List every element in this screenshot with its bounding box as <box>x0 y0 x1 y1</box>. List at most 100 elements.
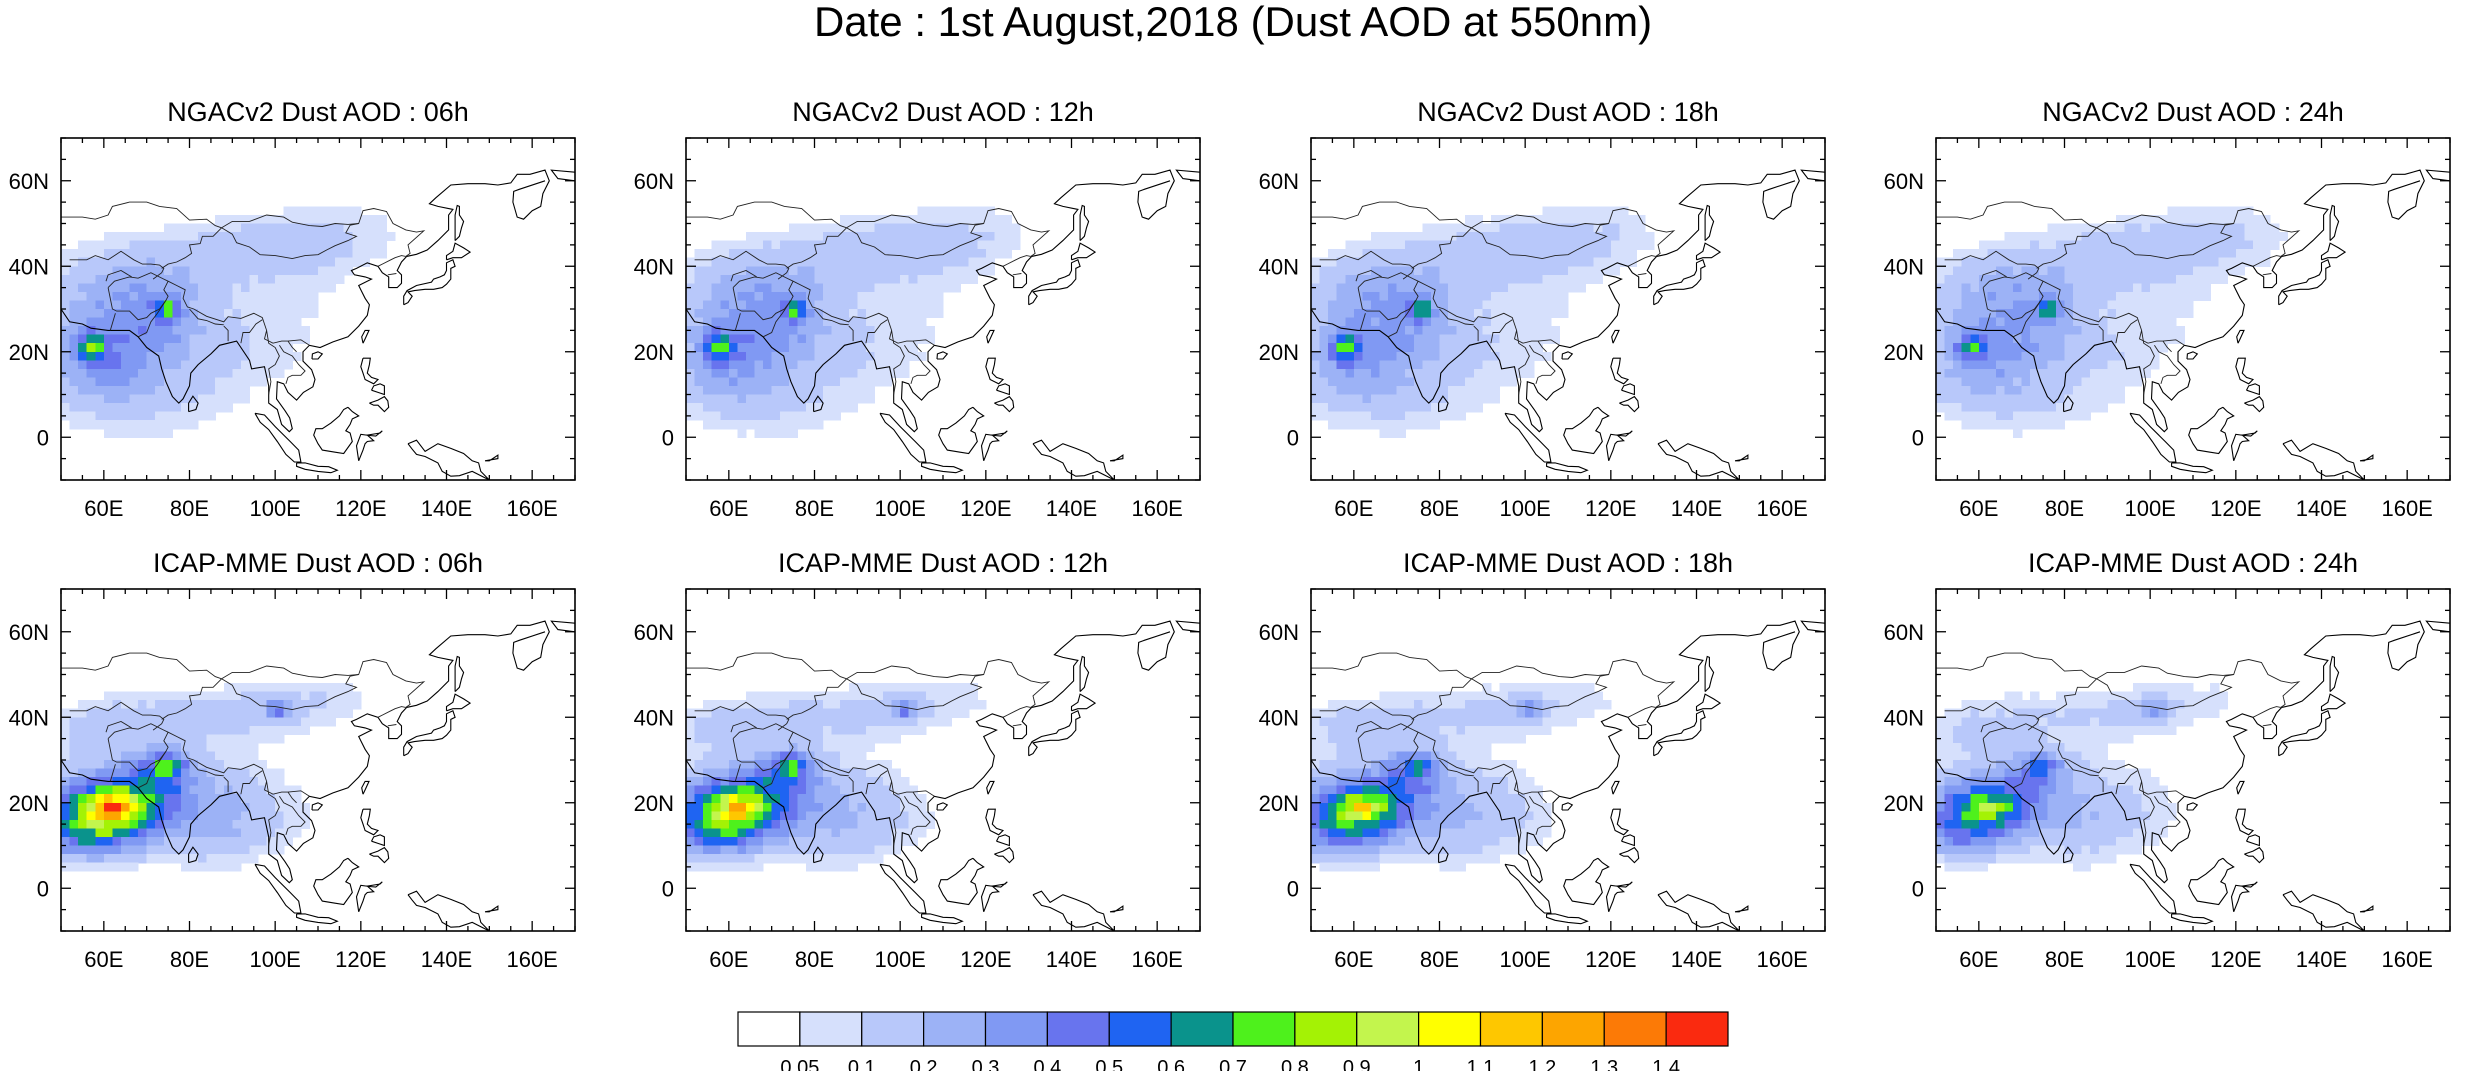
aod-cell <box>917 794 927 804</box>
aod-cell <box>1362 274 1372 284</box>
aod-cell <box>1559 683 1569 693</box>
aod-cell <box>874 802 884 812</box>
aod-cell <box>805 309 816 319</box>
aod-cell <box>223 717 233 727</box>
aod-cell <box>2235 206 2245 216</box>
aod-cell <box>1362 317 1372 327</box>
aod-cell <box>1413 691 1423 701</box>
aod-cell <box>69 836 79 847</box>
country-border <box>2262 273 2272 276</box>
aod-cell <box>1944 411 1954 421</box>
aod-cell <box>1499 291 1509 301</box>
aod-cell <box>155 317 165 327</box>
aod-cell <box>300 257 311 267</box>
aod-cell <box>2167 266 2177 276</box>
aod-cell <box>215 266 225 276</box>
aod-cell <box>763 274 773 284</box>
aod-cell <box>874 691 884 701</box>
aod-cell <box>2004 309 2014 319</box>
aod-cell <box>2141 240 2151 250</box>
aod-cell <box>258 828 268 838</box>
aod-cell <box>206 411 216 421</box>
aod-cell <box>728 828 738 838</box>
aod-cell <box>2030 266 2040 276</box>
aod-cell <box>2115 394 2126 404</box>
aod-cell <box>771 751 781 761</box>
aod-cell <box>1396 240 1406 250</box>
aod-cell <box>771 351 781 361</box>
aod-cell <box>2090 291 2100 301</box>
aod-cell <box>943 223 953 233</box>
aod-cell <box>129 725 139 735</box>
aod-cell <box>78 300 88 310</box>
aod-cell <box>318 266 328 276</box>
aod-cell <box>78 760 88 770</box>
aod-cell <box>694 411 704 421</box>
aod-cell <box>703 751 713 761</box>
aod-cell <box>1576 240 1586 250</box>
aod-cell <box>240 223 251 233</box>
aod-cell <box>2013 394 2023 404</box>
aod-cell <box>155 751 165 761</box>
aod-cell <box>1978 403 1988 413</box>
aod-cell <box>1405 394 1415 404</box>
aod-cell <box>2047 343 2057 353</box>
aod-cell <box>857 377 867 387</box>
aod-cell <box>138 326 148 336</box>
aod-cell <box>788 343 798 353</box>
aod-cell <box>2253 249 2263 259</box>
aod-cell <box>215 317 225 327</box>
aod-cell <box>883 794 893 804</box>
aod-cell <box>2013 420 2023 430</box>
aod-cell <box>840 725 850 735</box>
aod-cell <box>823 742 833 752</box>
aod-cell <box>1953 291 1963 301</box>
aod-cell <box>917 274 927 284</box>
aod-cell <box>2175 257 2186 267</box>
aod-cell <box>857 317 867 327</box>
aod-cell <box>1936 394 1946 404</box>
aod-cell <box>326 700 336 710</box>
aod-cell <box>266 836 276 847</box>
aod-cell <box>720 249 730 259</box>
aod-cell <box>1311 377 1321 387</box>
aod-cell <box>2167 283 2177 293</box>
aod-cell <box>172 742 182 752</box>
aod-cell <box>1336 266 1346 276</box>
aod-cell <box>771 249 781 259</box>
aod-cell <box>129 845 139 855</box>
aod-cell <box>206 283 216 293</box>
aod-cell <box>1550 717 1561 727</box>
aod-cell <box>1936 334 1946 344</box>
aod-cell <box>300 811 311 821</box>
aod-cell <box>1550 691 1561 701</box>
aod-cell <box>746 232 756 242</box>
aod-cell <box>2073 291 2083 301</box>
country-border <box>2098 325 2104 342</box>
aod-cell <box>69 777 79 787</box>
aod-cell <box>223 368 233 378</box>
aod-cell <box>198 845 208 855</box>
aod-cell <box>2098 291 2108 301</box>
aod-cell <box>2124 291 2134 301</box>
aod-cell <box>78 291 88 301</box>
aod-cell <box>2133 240 2143 250</box>
aod-cell <box>1559 283 1569 293</box>
aod-cell <box>78 334 88 344</box>
aod-cell <box>1473 249 1483 259</box>
aod-cell <box>711 385 721 396</box>
aod-cell <box>232 283 242 293</box>
aod-cell <box>2218 257 2228 267</box>
aod-cell <box>2167 249 2177 259</box>
aod-cell <box>1388 300 1398 310</box>
aod-cell <box>1602 206 1612 216</box>
aod-cell <box>2047 334 2057 344</box>
aod-cell <box>1576 215 1586 225</box>
aod-cell <box>746 385 756 396</box>
aod-cell <box>121 862 131 872</box>
aod-cell <box>1319 734 1329 744</box>
aod-cell <box>189 768 199 778</box>
aod-cell <box>2004 291 2014 301</box>
aod-cell <box>805 317 816 327</box>
aod-cell <box>2038 274 2048 284</box>
